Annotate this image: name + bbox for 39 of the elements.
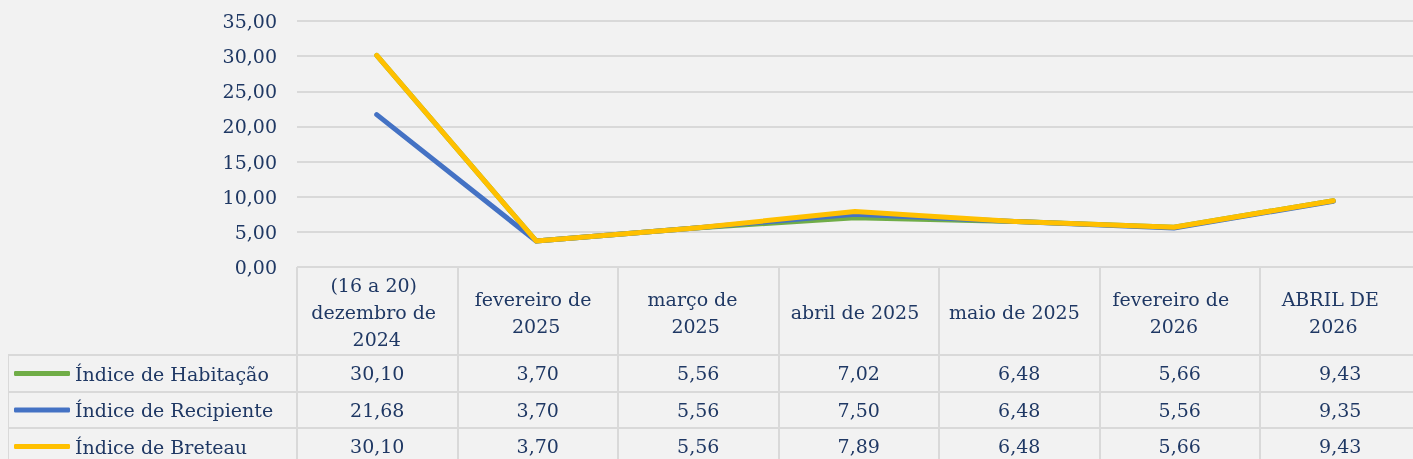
data-label: 5,56 (1157, 397, 1202, 422)
y-tick-label: 35,00 (222, 10, 277, 32)
data-label: 5,66 (1157, 434, 1202, 459)
data-label: 5,56 (676, 361, 721, 386)
data-label: 9,43 (1318, 434, 1363, 459)
data-label: 21,68 (349, 397, 406, 422)
y-tick-label: 25,00 (222, 80, 277, 103)
data-label: 9,43 (1318, 361, 1363, 386)
data-label: 6,48 (997, 361, 1042, 386)
data-label: 3,70 (515, 434, 560, 459)
y-tick-label: 5,00 (234, 220, 277, 243)
y-tick-label: 20,00 (222, 115, 277, 138)
y-tick-label: 30,00 (222, 45, 277, 68)
x-tick-label: ABRIL DE 2026 (1280, 287, 1385, 337)
data-label: 7,50 (836, 397, 881, 422)
x-tick-label: maio de 2025 (949, 301, 1080, 323)
data-label: 30,10 (349, 361, 406, 386)
x-tick-label: fevereiro de 2026 (1112, 287, 1236, 337)
data-label: 7,02 (836, 361, 881, 386)
x-tick-label: abril de 2025 (790, 301, 920, 323)
y-tick-label: 15,00 (222, 150, 277, 173)
data-label: 3,70 (515, 361, 560, 386)
data-label: 30,10 (349, 434, 406, 459)
data-label: 6,48 (997, 397, 1042, 422)
y-tick-label: 0,00 (234, 256, 277, 278)
x-tick-label: março de 2025 (647, 287, 744, 337)
x-tick-label: fevereiro de 2025 (474, 287, 598, 337)
data-label: 5,56 (676, 434, 721, 459)
data-label: 9,35 (1318, 397, 1363, 422)
data-label: 5,66 (1157, 361, 1202, 386)
data-label: 5,56 (676, 397, 721, 422)
x-tick-label: (16 a 20) dezembro de 2024 (311, 274, 443, 350)
y-tick-label: 10,00 (222, 185, 277, 208)
data-label: 3,70 (515, 397, 560, 422)
data-label: 6,48 (997, 434, 1042, 459)
legend-label: Índice de Habitação (75, 362, 269, 385)
data-label: 7,89 (836, 434, 881, 459)
legend-label: Índice de Recipiente (75, 399, 274, 421)
legend-label: Índice de Breteau (75, 435, 248, 458)
